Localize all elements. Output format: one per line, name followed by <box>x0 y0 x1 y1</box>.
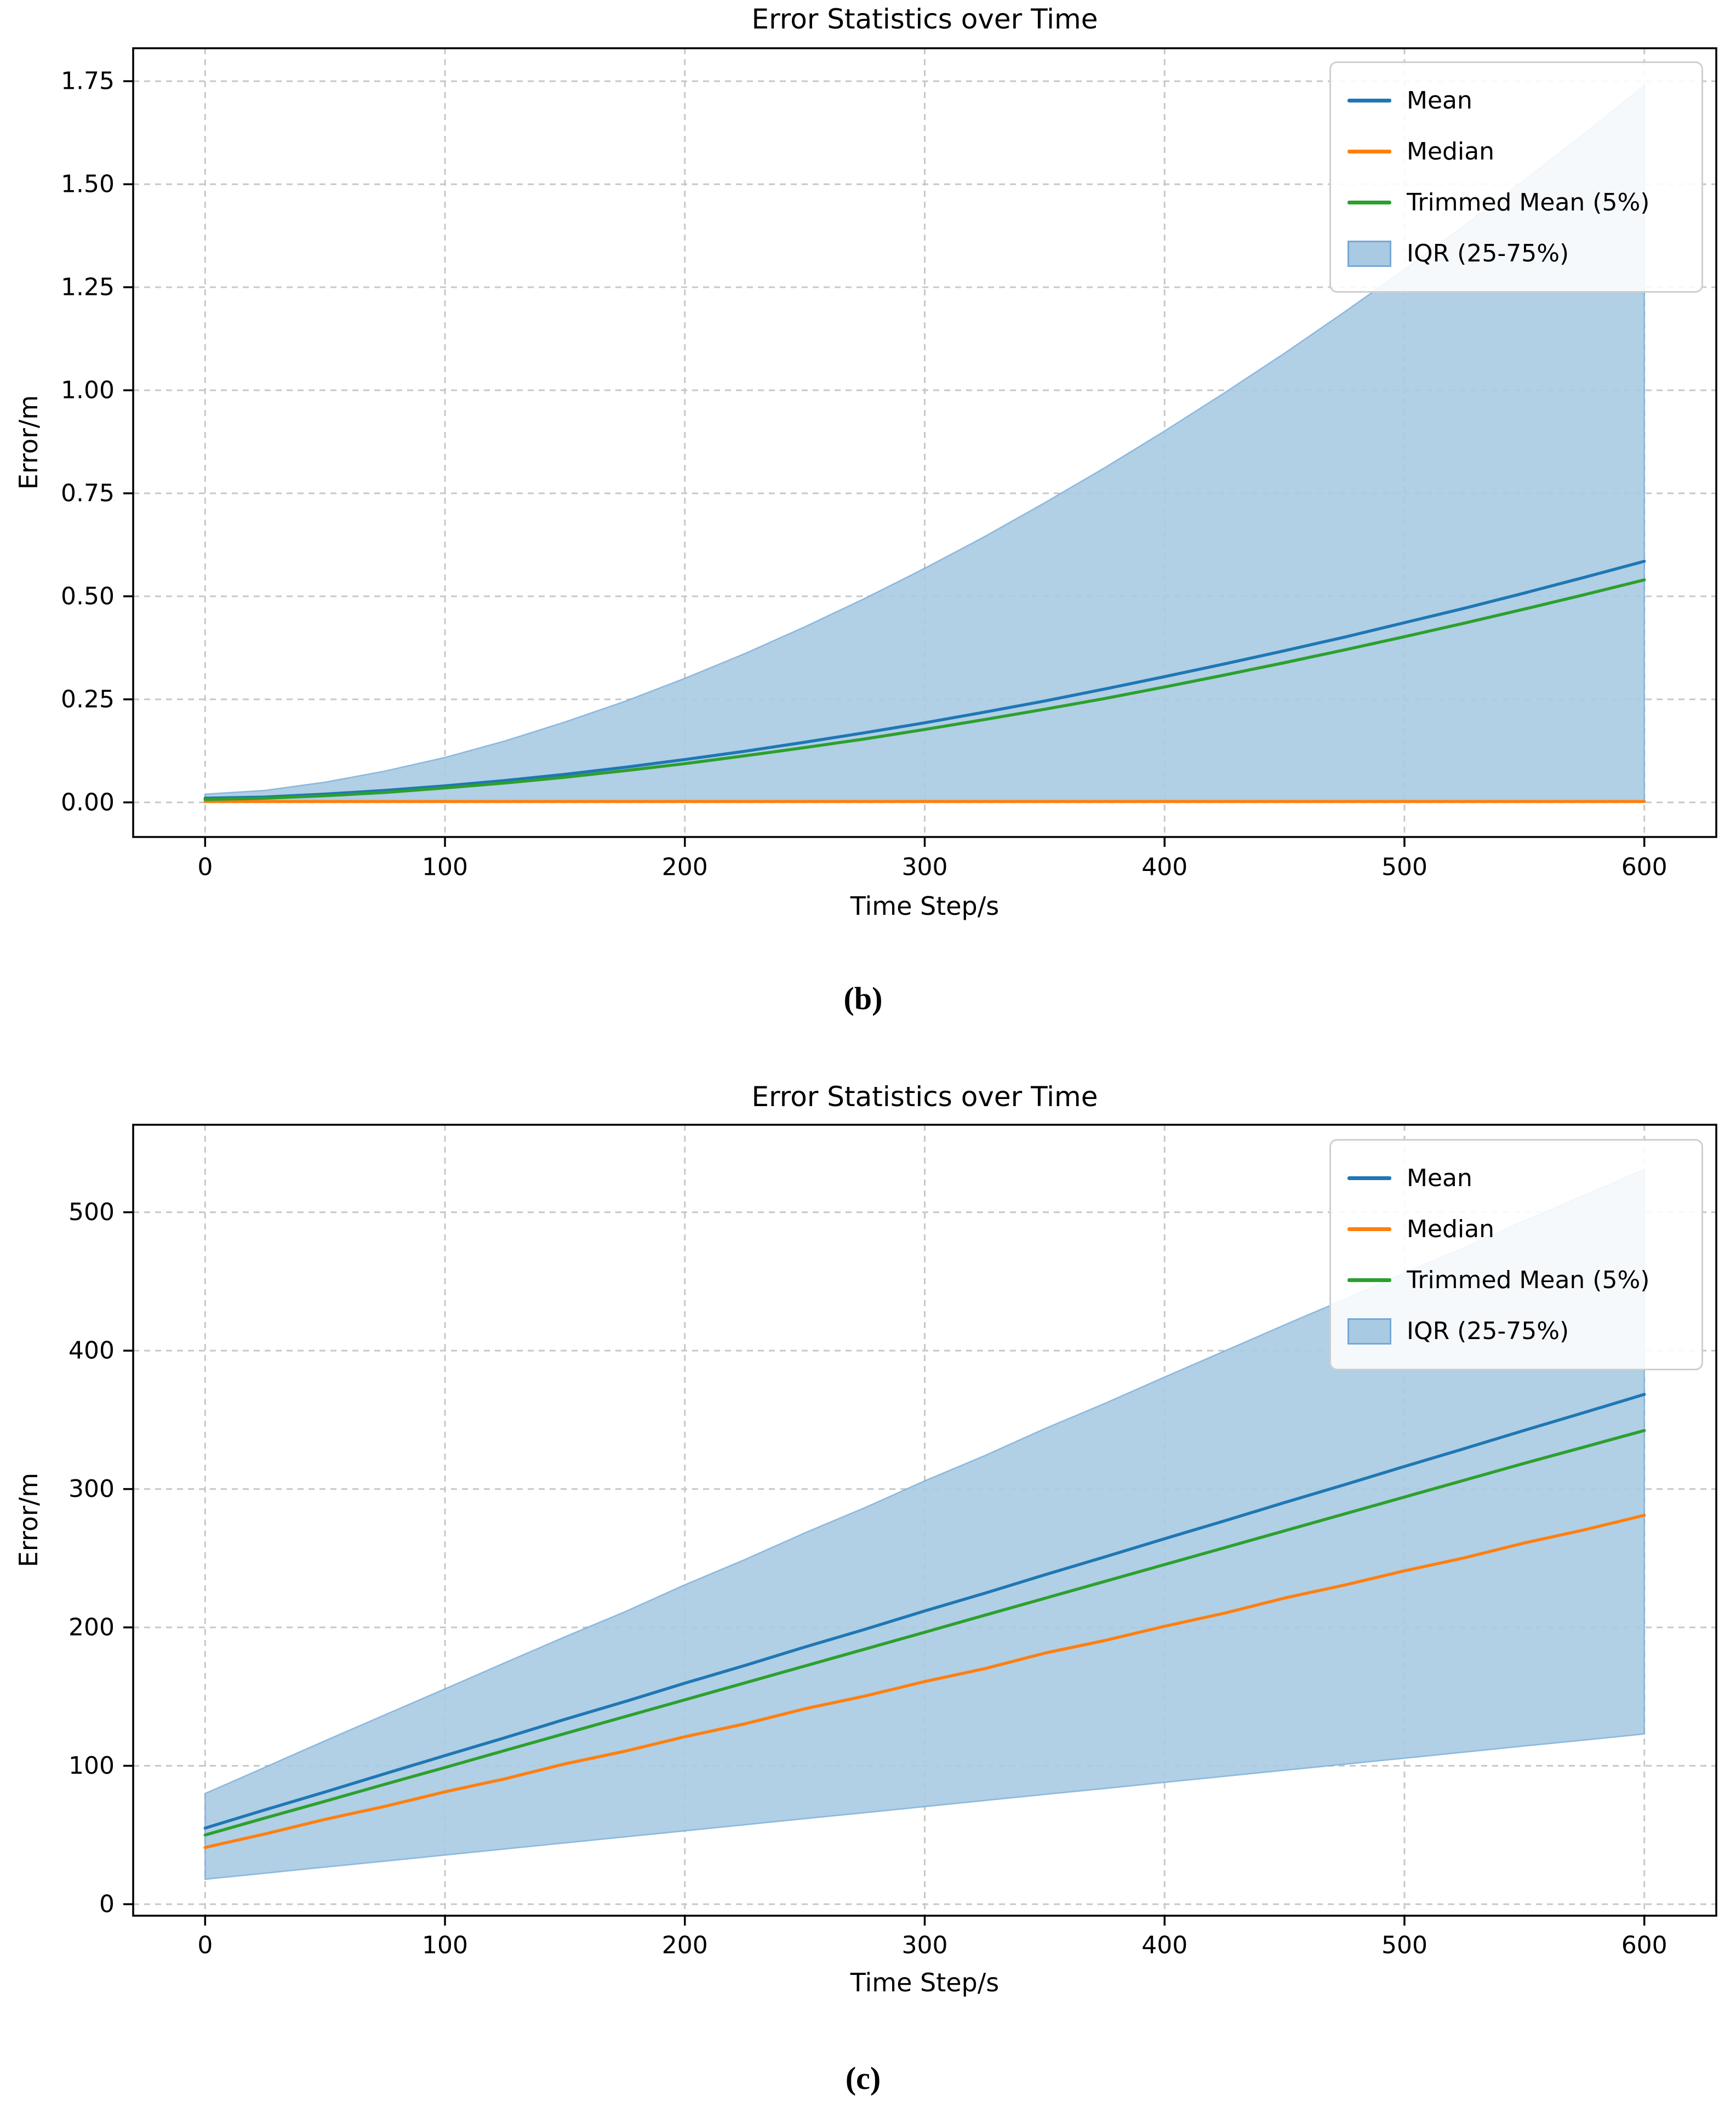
trimmed-mean-line-swatch <box>1347 1278 1391 1282</box>
series-line-trimmed-mean-5- <box>203 1429 1646 1837</box>
legend-item-median: Median <box>1347 126 1691 177</box>
chart-c-y-axis-label: Error/m <box>14 1472 43 1568</box>
iqr-patch-swatch <box>1347 1318 1391 1345</box>
chart-b-legend: Mean Median Trimmed Mean (5%) IQR (25-75… <box>1329 61 1703 293</box>
x-tick-label: 500 <box>1381 853 1427 881</box>
median-line-swatch <box>1347 150 1391 153</box>
x-tick-label: 500 <box>1381 1932 1427 1960</box>
y-tick-label: 1.75 <box>61 67 115 95</box>
legend-label-trimmed-mean: Trimmed Mean (5%) <box>1407 1266 1650 1294</box>
series-line-mean <box>203 560 1646 800</box>
series-line-median <box>203 1513 1646 1849</box>
legend-item-iqr: IQR (25-75%) <box>1347 228 1691 279</box>
x-tick-label: 400 <box>1141 853 1187 881</box>
x-tick-label: 100 <box>422 1932 468 1960</box>
iqr-patch-swatch <box>1347 240 1391 267</box>
x-tick-label: 100 <box>422 853 468 881</box>
x-tick-label: 600 <box>1621 853 1668 881</box>
figure-c-caption: (c) <box>845 2060 881 2096</box>
tick-marks <box>123 80 1646 847</box>
chart-c-legend: Mean Median Trimmed Mean (5%) IQR (25-75… <box>1329 1139 1703 1370</box>
chart-c-title: Error Statistics over Time <box>751 1081 1098 1113</box>
legend-label-mean: Mean <box>1407 87 1472 115</box>
y-tick-label: 0.00 <box>61 788 115 816</box>
x-tick-label: 0 <box>197 853 213 881</box>
legend-item-iqr: IQR (25-75%) <box>1347 1306 1691 1357</box>
x-tick-label: 200 <box>662 853 708 881</box>
y-tick-label: 0 <box>99 1890 115 1918</box>
figure-b-caption: (b) <box>843 981 883 1016</box>
legend-label-mean: Mean <box>1407 1164 1472 1192</box>
chart-b-x-axis-label: Time Step/s <box>850 891 1000 921</box>
chart-b-y-axis-label: Error/m <box>14 395 43 490</box>
mean-line-swatch <box>1347 99 1391 102</box>
y-tick-label: 0.75 <box>61 479 115 507</box>
y-tick-label: 0.50 <box>61 582 115 610</box>
trimmed-mean-line-swatch <box>1347 201 1391 204</box>
chart-c-plot: 0 100 200 300 400 500 600 0 100 200 300 400 500 <box>68 1124 1717 1960</box>
tick-labels: 0 100 200 300 400 500 600 0.00 0.25 0.50 0.75 1.00 1… <box>61 67 1668 881</box>
legend-item-median: Median <box>1347 1204 1691 1255</box>
iqr-band <box>204 1168 1645 1880</box>
legend-label-median: Median <box>1407 138 1495 166</box>
y-tick-label: 300 <box>68 1475 115 1503</box>
median-line-swatch <box>1347 1227 1391 1231</box>
chart-c-x-axis-label: Time Step/s <box>850 1968 1000 1997</box>
tick-labels: 0 100 200 300 400 500 600 0 100 200 300 400 500 <box>68 1198 1668 1959</box>
y-tick-label: 0.25 <box>61 685 115 713</box>
y-tick-label: 200 <box>68 1614 115 1642</box>
legend-item-mean: Mean <box>1347 1153 1691 1204</box>
legend-label-iqr: IQR (25-75%) <box>1407 1317 1569 1345</box>
legend-item-trimmed-mean: Trimmed Mean (5%) <box>1347 1255 1691 1306</box>
chart-b-plot: 0 100 200 300 400 500 600 0.00 0.25 0.50 0.75 1.00 1… <box>61 47 1717 881</box>
legend-item-mean: Mean <box>1347 75 1691 126</box>
chart-b-title: Error Statistics over Time <box>751 3 1098 35</box>
x-tick-label: 400 <box>1141 1932 1187 1960</box>
series-line-mean <box>203 1393 1646 1830</box>
tick-marks <box>123 1211 1646 1926</box>
y-tick-label: 1.50 <box>61 170 115 198</box>
series-line-trimmed-mean-5- <box>203 578 1646 801</box>
y-tick-label: 100 <box>68 1752 115 1780</box>
y-tick-label: 1.25 <box>61 274 115 301</box>
x-tick-label: 0 <box>197 1932 213 1960</box>
x-tick-label: 200 <box>662 1932 708 1960</box>
x-tick-label: 300 <box>902 1932 948 1960</box>
legend-label-median: Median <box>1407 1215 1495 1243</box>
legend-item-trimmed-mean: Trimmed Mean (5%) <box>1347 177 1691 228</box>
legend-label-iqr: IQR (25-75%) <box>1407 240 1569 267</box>
legend-label-trimmed-mean: Trimmed Mean (5%) <box>1407 189 1650 217</box>
x-tick-label: 600 <box>1621 1932 1668 1960</box>
y-tick-label: 400 <box>68 1337 115 1365</box>
y-tick-label: 1.00 <box>61 377 115 405</box>
x-tick-label: 300 <box>902 853 948 881</box>
y-tick-label: 500 <box>68 1198 115 1226</box>
mean-line-swatch <box>1347 1176 1391 1180</box>
